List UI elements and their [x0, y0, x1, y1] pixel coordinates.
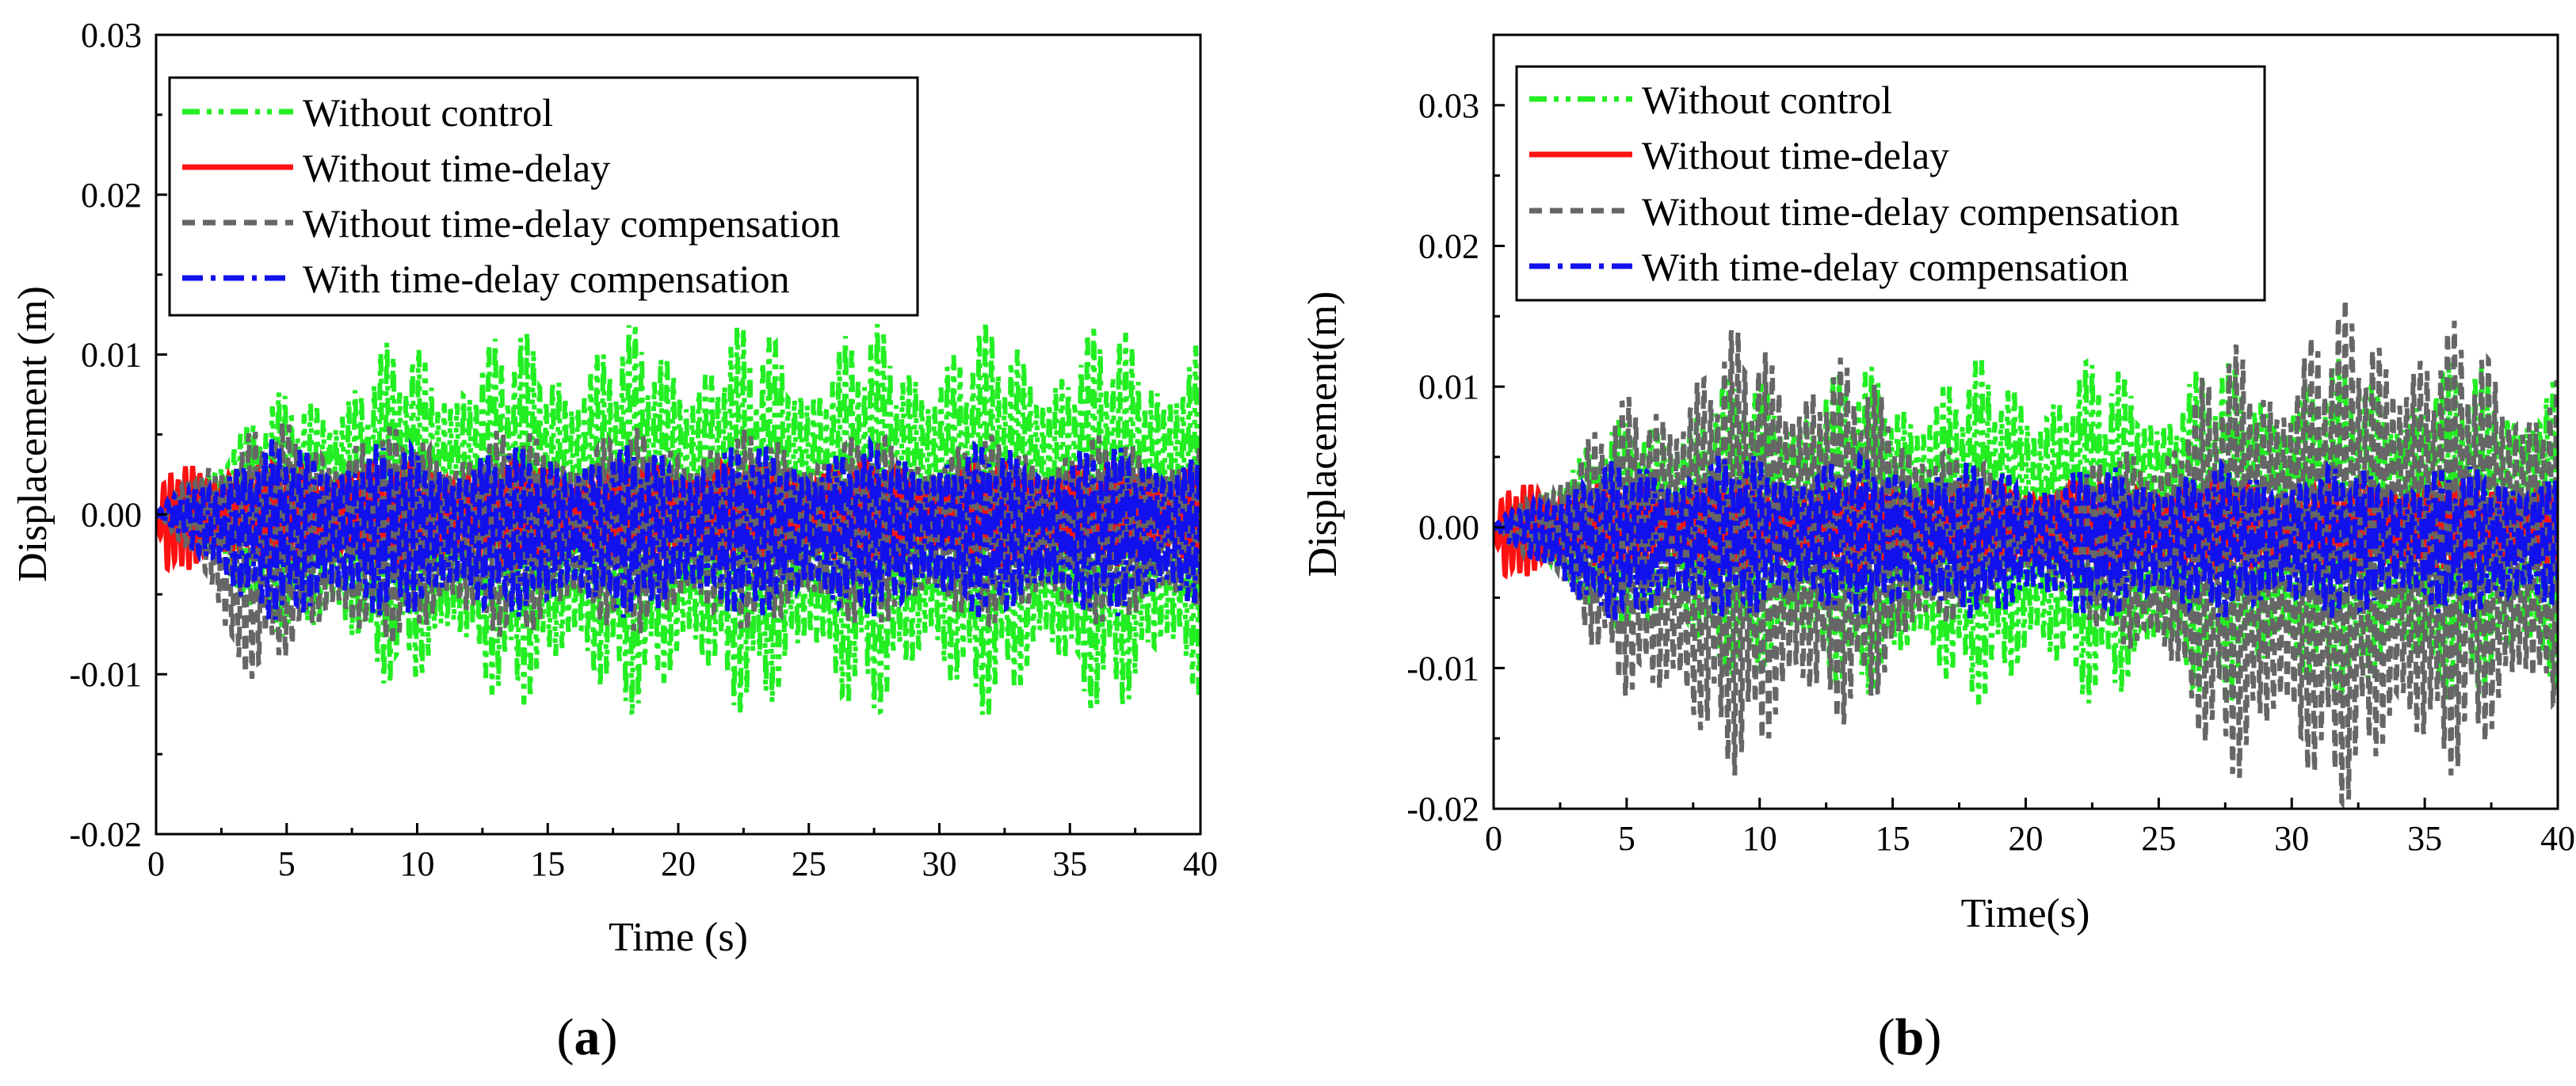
chart-panel-a: 0 5 10 15 20 25 30 35 40 -0.02 -0.01 0.00 0.01 0.02 0.…: [10, 16, 1218, 1066]
chart-b-xtick-label: 40: [2540, 819, 2575, 858]
chart-a-xtick-label: 0: [147, 844, 165, 883]
chart-a-xlabel: Time (s): [609, 915, 748, 960]
chart-a-xtick-label: 35: [1052, 844, 1087, 883]
panel-b-close-paren: ): [1924, 1008, 1941, 1066]
chart-b-xtick-label: 5: [1618, 819, 1635, 858]
chart-b-ytick-label: 0.00: [1418, 509, 1479, 547]
chart-b-xtick-label: 30: [2274, 819, 2309, 858]
chart-b-series-layer: [1494, 299, 2558, 809]
legend-a-label-without-compensation: Without time-delay compensation: [303, 201, 840, 246]
chart-a-xtick-label: 15: [530, 844, 565, 883]
panel-a-close-paren: ): [601, 1008, 618, 1066]
chart-panel-b: 0 5 10 15 20 25 30 35 40 -0.02 -0.01 0.00 0.01 0.02 0.…: [1300, 33, 2575, 1066]
chart-b-xtick-label: 0: [1485, 819, 1502, 858]
chart-a-ytick-label: -0.01: [69, 655, 142, 694]
chart-a-ylabel: Displacement (m): [10, 286, 55, 582]
panel-label-a: (a): [557, 1008, 618, 1066]
chart-a-xtick-label: 20: [661, 844, 696, 883]
panel-a-letter: a: [574, 1008, 601, 1066]
chart-b-xtick-label: 35: [2407, 819, 2442, 858]
chart-a-axis-layer: 0 5 10 15 20 25 30 35 40 -0.02 -0.01 0.00 0.01 0.02 0.…: [69, 16, 1218, 883]
chart-a-ytick-label: 0.03: [81, 16, 142, 55]
chart-a-xtick-label: 5: [278, 844, 296, 883]
chart-a-legend-box: [168, 76, 919, 317]
chart-a-ytick-label: 0.02: [81, 176, 142, 215]
chart-b-xtick-label: 15: [1876, 819, 1910, 858]
chart-a-series-with-time-delay-compensation: [156, 435, 1200, 620]
chart-a-xtick-label: 10: [400, 844, 435, 883]
chart-a-ytick-label: 0.00: [81, 495, 142, 534]
chart-b-ylabel: Displacement(m): [1300, 292, 1345, 577]
chart-b-legend: Without control Without time-delay Witho…: [1515, 65, 2266, 302]
chart-a-legend: Without control Without time-delay Witho…: [168, 76, 919, 317]
chart-b-legend-box: [1515, 65, 2266, 302]
legend-b-label-without-control: Without control: [1642, 78, 1892, 122]
chart-b-xtick-label: 20: [2009, 819, 2044, 858]
panel-label-b: (b): [1878, 1008, 1942, 1066]
legend-b-label-without-compensation: Without time-delay compensation: [1642, 189, 2179, 234]
chart-a-series-layer: [156, 320, 1200, 716]
panel-b-letter: b: [1895, 1008, 1925, 1066]
chart-a-ytick-label: -0.02: [69, 815, 142, 854]
chart-a-series-without-control: [156, 320, 1200, 716]
legend-a-label-without-control: Without control: [303, 90, 553, 135]
chart-b-ytick-label: 0.01: [1418, 368, 1479, 406]
chart-b-series-with-time-delay-compensation: [1494, 447, 2558, 621]
legend-b-label-with-compensation: With time-delay compensation: [1642, 245, 2128, 289]
panel-a-open-paren: (: [557, 1008, 574, 1066]
legend-b-label-without-time-delay: Without time-delay: [1642, 133, 1949, 177]
legend-a-label-with-compensation: With time-delay compensation: [303, 257, 789, 301]
chart-b-ytick-label: 0.03: [1418, 86, 1479, 125]
chart-a-ytick-label: 0.01: [81, 336, 142, 375]
chart-b-xtick-label: 25: [2141, 819, 2176, 858]
chart-b-axis-layer: 0 5 10 15 20 25 30 35 40 -0.02 -0.01 0.00 0.01 0.02 0.…: [1406, 86, 2575, 858]
legend-a-label-without-time-delay: Without time-delay: [303, 146, 610, 190]
chart-b-xlabel: Time(s): [1961, 891, 2090, 936]
chart-b-xtick-label: 10: [1742, 819, 1777, 858]
chart-a-xtick-label: 40: [1183, 844, 1218, 883]
chart-b-ytick-label: 0.02: [1418, 227, 1479, 265]
chart-a-xtick-label: 25: [792, 844, 826, 883]
chart-a-xtick-label: 30: [922, 844, 957, 883]
chart-b-ytick-label: -0.01: [1406, 649, 1479, 688]
panel-b-open-paren: (: [1878, 1008, 1895, 1066]
chart-b-ytick-label: -0.02: [1406, 790, 1479, 829]
